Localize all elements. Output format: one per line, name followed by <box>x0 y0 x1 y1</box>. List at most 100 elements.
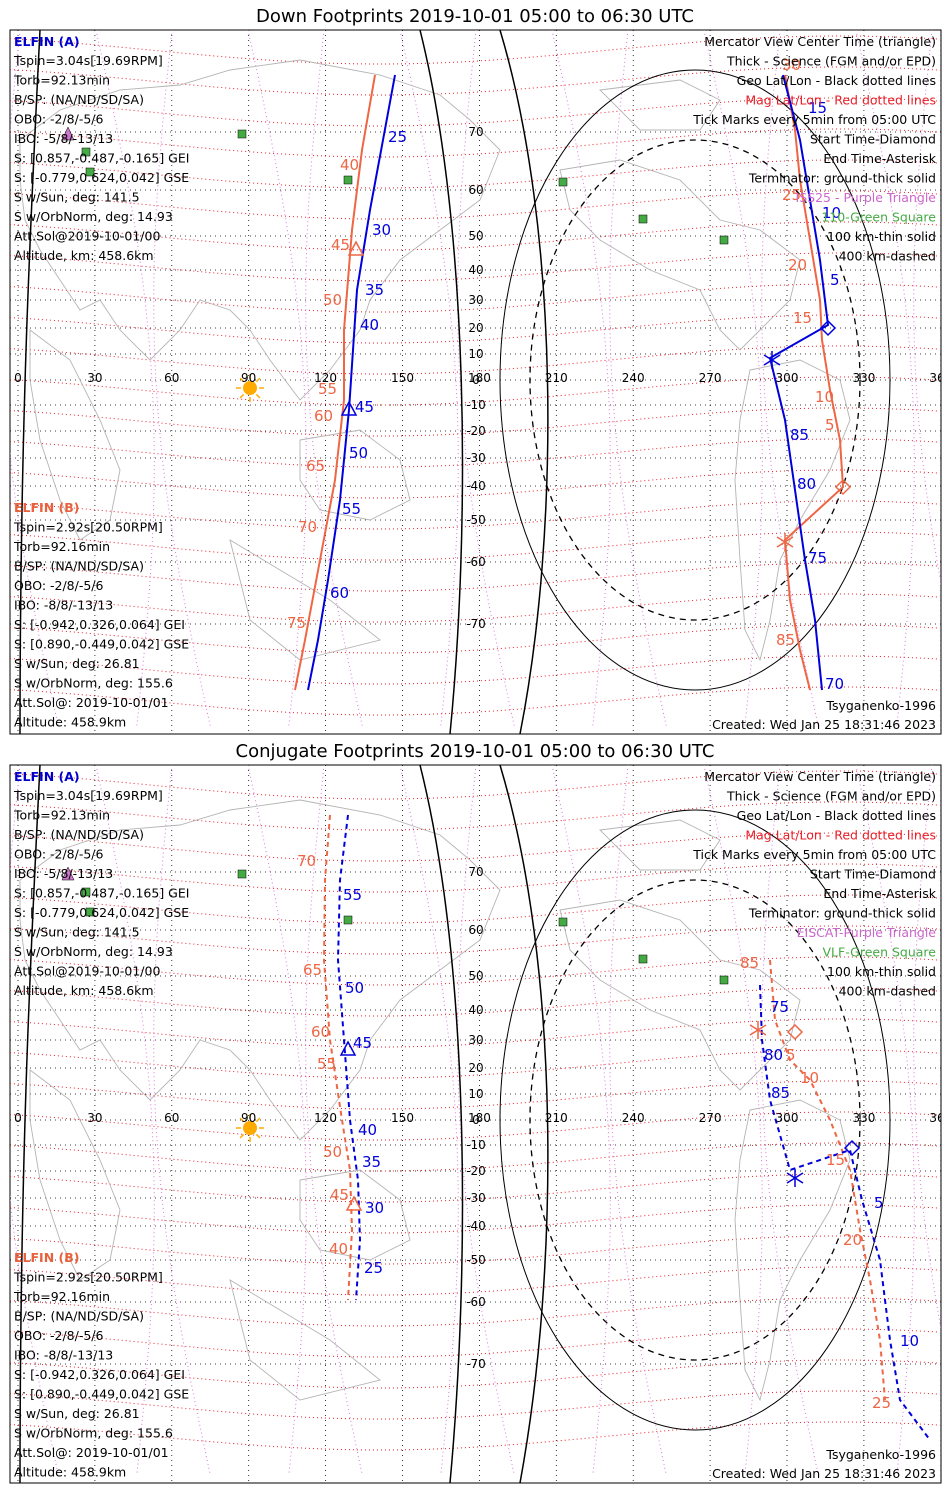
elfin-b-tick-label: 25 <box>782 186 801 204</box>
start-diamond-b <box>834 478 852 496</box>
elfin-b-tick-label: 30 <box>782 56 801 74</box>
mag-meridian <box>153 765 211 1474</box>
end-asterisk-b <box>749 1021 767 1039</box>
lat-tick-label: -50 <box>466 513 486 527</box>
coastline <box>19 799 501 1141</box>
elfin-a-info-line: B/SP: (NA/ND/SD/SA) <box>14 827 144 842</box>
elfin-a-tick-label: 25 <box>364 1259 383 1277</box>
mag-meridian <box>399 765 459 1474</box>
elfin-a-info-line: Tspin=3.04s[19.69RPM] <box>13 53 163 68</box>
elfin-a-tick-label: 75 <box>770 998 789 1016</box>
lon-tick-label: 150 <box>391 371 414 385</box>
lon-tick-label: 240 <box>622 371 645 385</box>
elfin-b-tick-label: 40 <box>340 156 359 174</box>
elfin-a-tick-label: 55 <box>342 500 361 518</box>
lat-tick-label: -20 <box>466 1164 486 1178</box>
elfin-b-info-line: OBO: -2/8/-5/6 <box>14 1328 104 1343</box>
legend-line: Mag Lat/Lon - Red dotted lines <box>745 93 936 108</box>
lon-tick-label: 180 <box>468 371 491 385</box>
lon-tick-label: 330 <box>852 1111 875 1125</box>
elfin-a-info-line: S w/OrbNorm, deg: 14.93 <box>14 944 173 959</box>
mag-meridian <box>855 765 915 1474</box>
lat-tick-label: 70 <box>468 125 483 139</box>
elfin-a-info-line: S: [0.857,-0.487,-0.165] GEI <box>14 151 189 166</box>
elfin-a-tick-label: 70 <box>825 675 844 693</box>
vlf-site-square <box>719 235 729 245</box>
elfin-b-track-east <box>783 74 845 691</box>
elfin-b-header: ELFIN (B) <box>14 1250 79 1265</box>
legend-line: ISS25 - Purple Triangle <box>796 190 937 205</box>
lat-tick-label: -60 <box>466 555 486 569</box>
lat-tick-label: 20 <box>468 321 483 335</box>
elfin-a-info-line: Altitude, km: 458.6km <box>14 983 154 998</box>
mag-meridian <box>551 30 611 727</box>
legend: Mercator View Center Time (triangle) Thic… <box>692 769 937 999</box>
mag-meridian <box>95 765 155 1474</box>
elfin-a-tick-label: 10 <box>900 1332 919 1350</box>
vlf-site-square <box>85 907 95 917</box>
elfin-b-tick-label: 45 <box>330 1186 349 1204</box>
legend-line: End Time-Asterisk <box>823 151 936 166</box>
elfin-b-tick-label: 65 <box>306 457 325 475</box>
lat-tick-label: 40 <box>468 263 483 277</box>
legend-line: 400 km-dashed <box>839 249 936 264</box>
model-label: Tsyganenko-1996 <box>825 1447 936 1462</box>
elfin-b-info-line: Torb=92.16min <box>13 539 110 554</box>
mag-meridian <box>551 765 611 1474</box>
mag-meridian <box>609 765 667 1474</box>
vlf-site-square <box>558 917 568 927</box>
elfin-b-tick-label: 5 <box>825 416 835 434</box>
legend-line: Tick Marks every 5min from 05:00 UTC <box>692 847 936 862</box>
lat-tick-label: -40 <box>466 1219 486 1233</box>
terminator-left <box>19 30 41 734</box>
terminator-ground <box>499 765 549 1483</box>
sun-icon <box>243 381 257 395</box>
lon-tick-label: 0 <box>14 1111 22 1125</box>
elfin-a-tick-label: 75 <box>808 549 827 567</box>
elfin-a-track-west <box>307 74 396 691</box>
elfin-a-tick-label: 35 <box>362 1153 381 1171</box>
legend: Mercator View Center Time (triangle) Thic… <box>692 34 937 264</box>
elfin-b-tick-label: 70 <box>298 518 317 536</box>
legend-line: Geo Lat/Lon - Black dotted lines <box>737 808 936 823</box>
lon-tick-label: 300 <box>776 1111 799 1125</box>
elfin-b-info-line: S: [-0.942,0.326,0.064] GEI <box>14 617 185 632</box>
elfin-b-track-west <box>294 74 376 691</box>
sun-ray <box>239 1133 245 1139</box>
lon-tick-label: 60 <box>164 371 179 385</box>
vlf-site-square <box>81 887 91 897</box>
lat-tick-label: 10 <box>468 347 483 361</box>
elfin-b-tick-label: 60 <box>311 1023 330 1041</box>
start-diamond-a <box>819 319 837 337</box>
vlf-site-square <box>638 214 648 224</box>
elfin-a-info: ELFIN (A) Tspin=3.04s[19.69RPM] Torb=92.13… <box>13 34 189 263</box>
lon-tick-label: 270 <box>699 371 722 385</box>
lon-tick-label: 360 <box>929 371 950 385</box>
mag-meridian <box>703 30 763 727</box>
elfin-b-tick-label: 40 <box>329 1240 348 1258</box>
end-asterisk-b <box>776 533 794 551</box>
vlf-site-square <box>343 175 353 185</box>
elfin-b-info-line: S w/Sun, deg: 26.81 <box>14 656 140 671</box>
legend-line: VLF-Green Square <box>822 945 936 960</box>
elfin-b-tick-label: 45 <box>331 236 350 254</box>
mag-meridian <box>305 30 363 727</box>
legend-line: Terminator: ground-thick solid <box>748 906 936 921</box>
terminator-mid <box>419 30 464 734</box>
elfin-a-info-line: Tspin=3.04s[19.69RPM] <box>13 788 163 803</box>
elfin-b-tick-label: 70 <box>297 852 316 870</box>
elfin-b-info-line: Att.Sol@: 2019-10-01/01 <box>14 695 169 710</box>
elfin-b-tick-label: 55 <box>317 1055 336 1073</box>
elfin-b-info-line: Tspin=2.92s[20.50RPM] <box>13 520 163 535</box>
elfin-a-track-west <box>336 814 362 1301</box>
elfin-a-info-line: S: [-0.779,0.624,0.042] GSE <box>14 905 189 920</box>
lat-tick-label: 70 <box>468 865 483 879</box>
lat-tick-label: 50 <box>468 229 483 243</box>
elfin-b-info-line: Tspin=2.92s[20.50RPM] <box>13 1270 163 1285</box>
vlf-site-square <box>237 129 247 139</box>
sun-icon <box>243 1121 257 1135</box>
created-timestamp: Created: Wed Jan 25 18:31:46 2023 <box>712 717 936 732</box>
elfin-b-tick-label: 50 <box>323 1143 342 1161</box>
coastline <box>229 1279 381 1401</box>
